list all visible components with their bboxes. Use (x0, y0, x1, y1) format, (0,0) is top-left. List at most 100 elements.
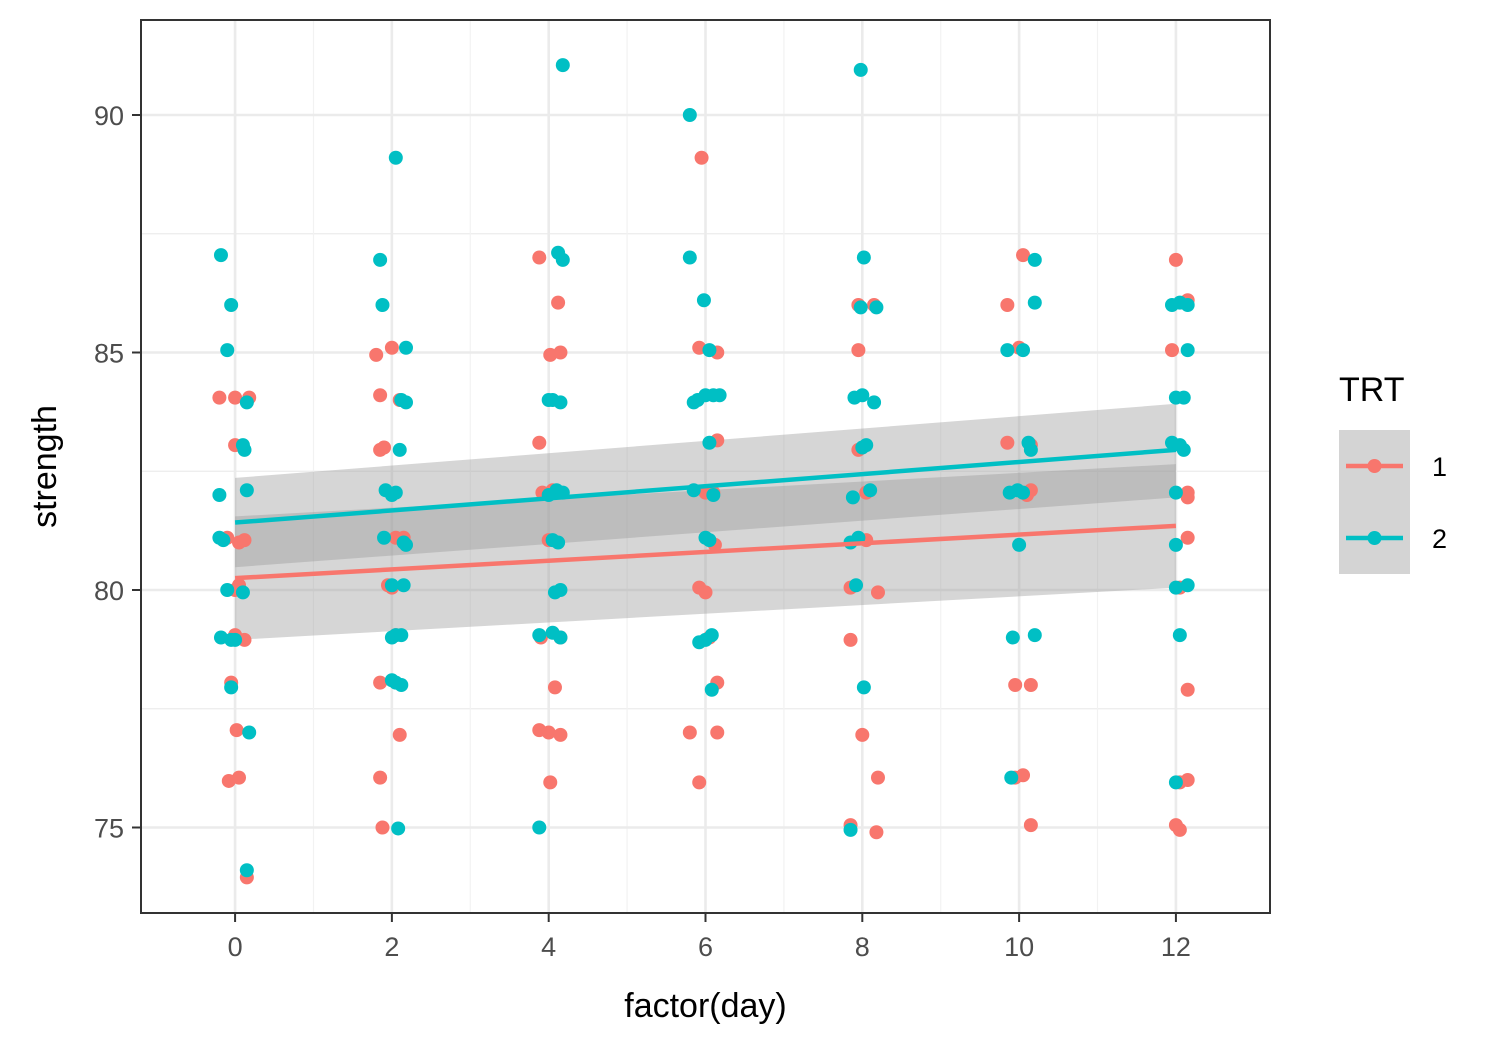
legend-title: TRT (1339, 371, 1404, 409)
legend-key-background (1339, 430, 1410, 574)
fit-line-trt-2 (234, 447, 1177, 525)
data-point-trt-2 (1176, 390, 1191, 405)
fit-lines (234, 447, 1177, 581)
data-point-trt-2 (1168, 775, 1183, 790)
x-tick-label: 10 (1004, 932, 1034, 962)
data-point-trt-1 (870, 770, 885, 785)
data-point-trt-2 (696, 293, 711, 308)
x-tick-label: 12 (1161, 932, 1191, 962)
data-point-trt-2 (553, 395, 568, 410)
data-point-trt-1 (682, 725, 697, 740)
x-tick-label: 6 (698, 932, 713, 962)
data-point-trt-1 (1172, 822, 1187, 837)
data-point-trt-2 (1180, 298, 1195, 312)
data-point-trt-2 (845, 490, 860, 505)
data-point-trt-2 (239, 863, 254, 878)
data-point-trt-2 (216, 533, 231, 548)
data-point-trt-2 (235, 585, 250, 600)
data-point-trt-2 (394, 628, 409, 643)
data-point-trt-2 (1027, 295, 1042, 310)
data-point-trt-1 (698, 585, 713, 600)
data-point-trt-1 (547, 680, 562, 695)
data-point-trt-2 (555, 58, 570, 73)
data-point-trt-2 (855, 388, 870, 403)
data-point-trt-1 (541, 725, 556, 740)
data-point-trt-2 (712, 388, 727, 403)
data-point-trt-1 (237, 533, 252, 548)
data-point-trt-1 (855, 727, 870, 742)
data-point-trt-2 (532, 820, 547, 835)
x-axis-title: factor(day) (624, 987, 787, 1025)
data-point-trt-2 (547, 585, 562, 600)
data-point-trt-2 (1027, 252, 1042, 267)
data-point-trt-2 (1027, 628, 1042, 643)
data-point-trt-2 (849, 578, 864, 593)
data-point-trt-1 (1180, 530, 1195, 545)
data-point-trt-2 (1012, 537, 1027, 552)
data-point-trt-1 (228, 390, 243, 405)
data-point-trt-1 (543, 775, 558, 790)
data-point-trt-1 (843, 632, 858, 647)
x-tick-label: 0 (228, 932, 243, 962)
data-point-trt-2 (1168, 537, 1183, 552)
data-point-trt-2 (853, 62, 868, 77)
data-point-trt-1 (392, 727, 407, 742)
data-point-trt-2 (1168, 580, 1183, 595)
data-point-trt-1 (1016, 768, 1031, 783)
data-point-trt-2 (1180, 578, 1195, 593)
data-point-trt-2 (702, 435, 717, 450)
data-point-trt-2 (555, 252, 570, 267)
data-point-trt-2 (391, 821, 406, 836)
data-point-trt-2 (224, 298, 239, 312)
data-point-trt-1 (1180, 490, 1195, 505)
data-point-trt-2 (396, 578, 411, 593)
data-point-trt-2 (706, 488, 721, 502)
x-tick-label: 8 (855, 932, 870, 962)
data-point-trt-1 (212, 390, 227, 405)
data-point-trt-1 (1016, 248, 1031, 263)
data-point-trt-1 (870, 585, 885, 600)
data-point-trt-2 (1000, 343, 1015, 358)
data-point-trt-2 (1180, 343, 1195, 358)
data-point-trt-2 (869, 300, 884, 315)
legend-label-1: 1 (1432, 452, 1447, 482)
data-point-trt-1 (377, 440, 392, 455)
data-point-trt-1 (692, 775, 707, 790)
data-point-trt-2 (375, 298, 390, 312)
data-point-trt-1 (1008, 678, 1023, 692)
fit-line-trt-1 (234, 523, 1177, 581)
data-point-trt-2 (532, 628, 547, 643)
data-point-trt-1 (532, 250, 547, 265)
data-point-trt-1 (229, 723, 244, 738)
data-point-trt-2 (228, 632, 243, 647)
data-point-trt-1 (553, 345, 568, 360)
data-point-trt-2 (843, 822, 858, 837)
data-point-trt-1 (553, 727, 568, 742)
data-point-trt-1 (1000, 298, 1015, 312)
data-point-trt-2 (853, 300, 868, 315)
y-tick-label: 75 (94, 814, 124, 844)
data-point-trt-2 (682, 108, 697, 122)
data-point-trt-2 (220, 343, 235, 358)
data-point-trt-2 (399, 340, 414, 355)
legend-key-point-1 (1367, 459, 1382, 473)
data-point-trt-2 (859, 438, 874, 453)
data-point-trt-2 (704, 682, 719, 697)
data-point-trt-2 (856, 680, 871, 695)
legend: TRT 12 (1339, 371, 1447, 574)
data-point-trt-1 (1164, 343, 1179, 358)
data-point-trt-1 (869, 825, 884, 840)
data-point-trt-1 (710, 725, 725, 740)
data-point-trt-1 (1180, 682, 1195, 697)
data-point-trt-2 (863, 483, 878, 498)
legend-entries: 12 (1346, 452, 1447, 554)
data-point-trt-1 (551, 295, 566, 310)
data-point-trt-2 (704, 628, 719, 643)
data-point-trt-2 (237, 442, 252, 457)
data-point-trt-1 (373, 388, 388, 403)
data-point-trt-1 (373, 675, 388, 690)
data-point-trt-2 (551, 535, 566, 550)
data-point-trt-2 (242, 725, 257, 740)
data-point-trt-2 (856, 250, 871, 265)
